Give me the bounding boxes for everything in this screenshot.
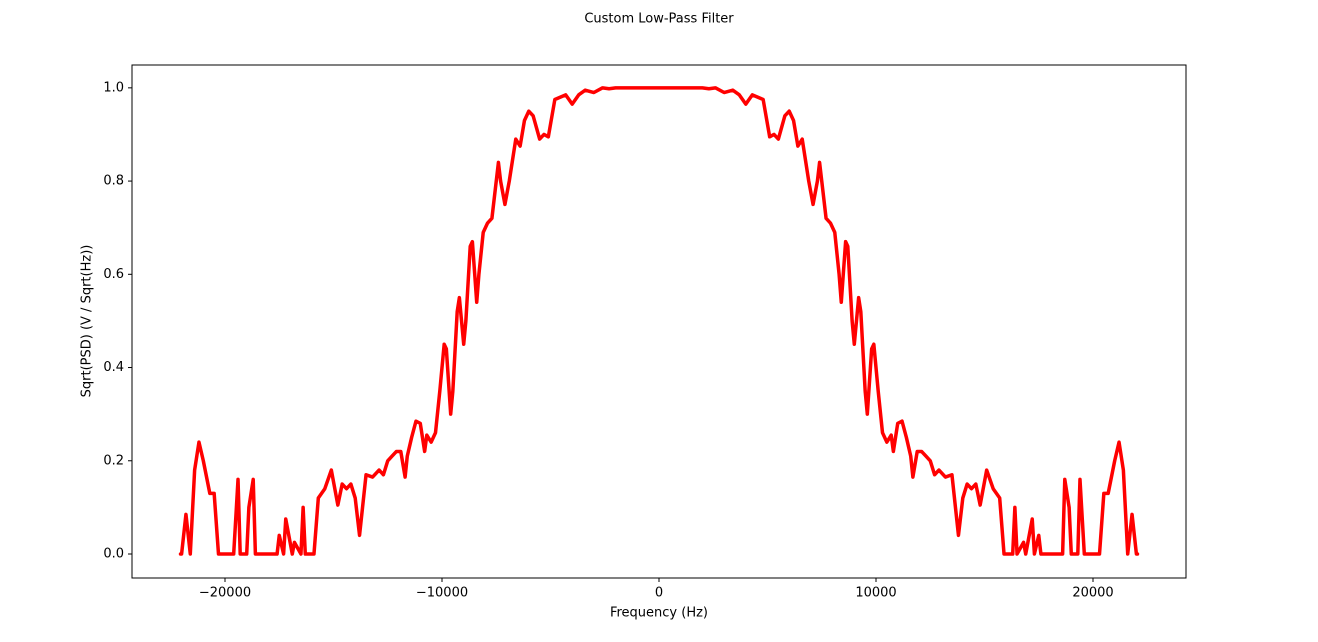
series-line [178, 86, 1140, 556]
y-tick-label: 0.6 [103, 267, 124, 282]
y-tick-label: 1.0 [103, 80, 124, 95]
y-tick-label: 0.0 [103, 546, 124, 561]
y-tick-label: 0.2 [103, 453, 124, 468]
chart-title: Custom Low-Pass Filter [584, 12, 734, 27]
x-tick-label: 0 [655, 586, 663, 601]
x-tick-label: −20000 [199, 586, 251, 601]
axes-frame [131, 64, 1187, 579]
x-tick-label: 10000 [855, 586, 896, 601]
y-axis-label: Sqrt(PSD) (V / Sqrt(Hz)) [80, 245, 95, 398]
plot-area [178, 86, 1140, 556]
x-axis-label: Frequency (Hz) [610, 606, 708, 621]
x-tick-label: 20000 [1072, 586, 1113, 601]
y-tick-label: 0.8 [103, 174, 124, 189]
y-tick-label: 0.4 [103, 360, 124, 375]
x-tick-label: −10000 [416, 586, 468, 601]
